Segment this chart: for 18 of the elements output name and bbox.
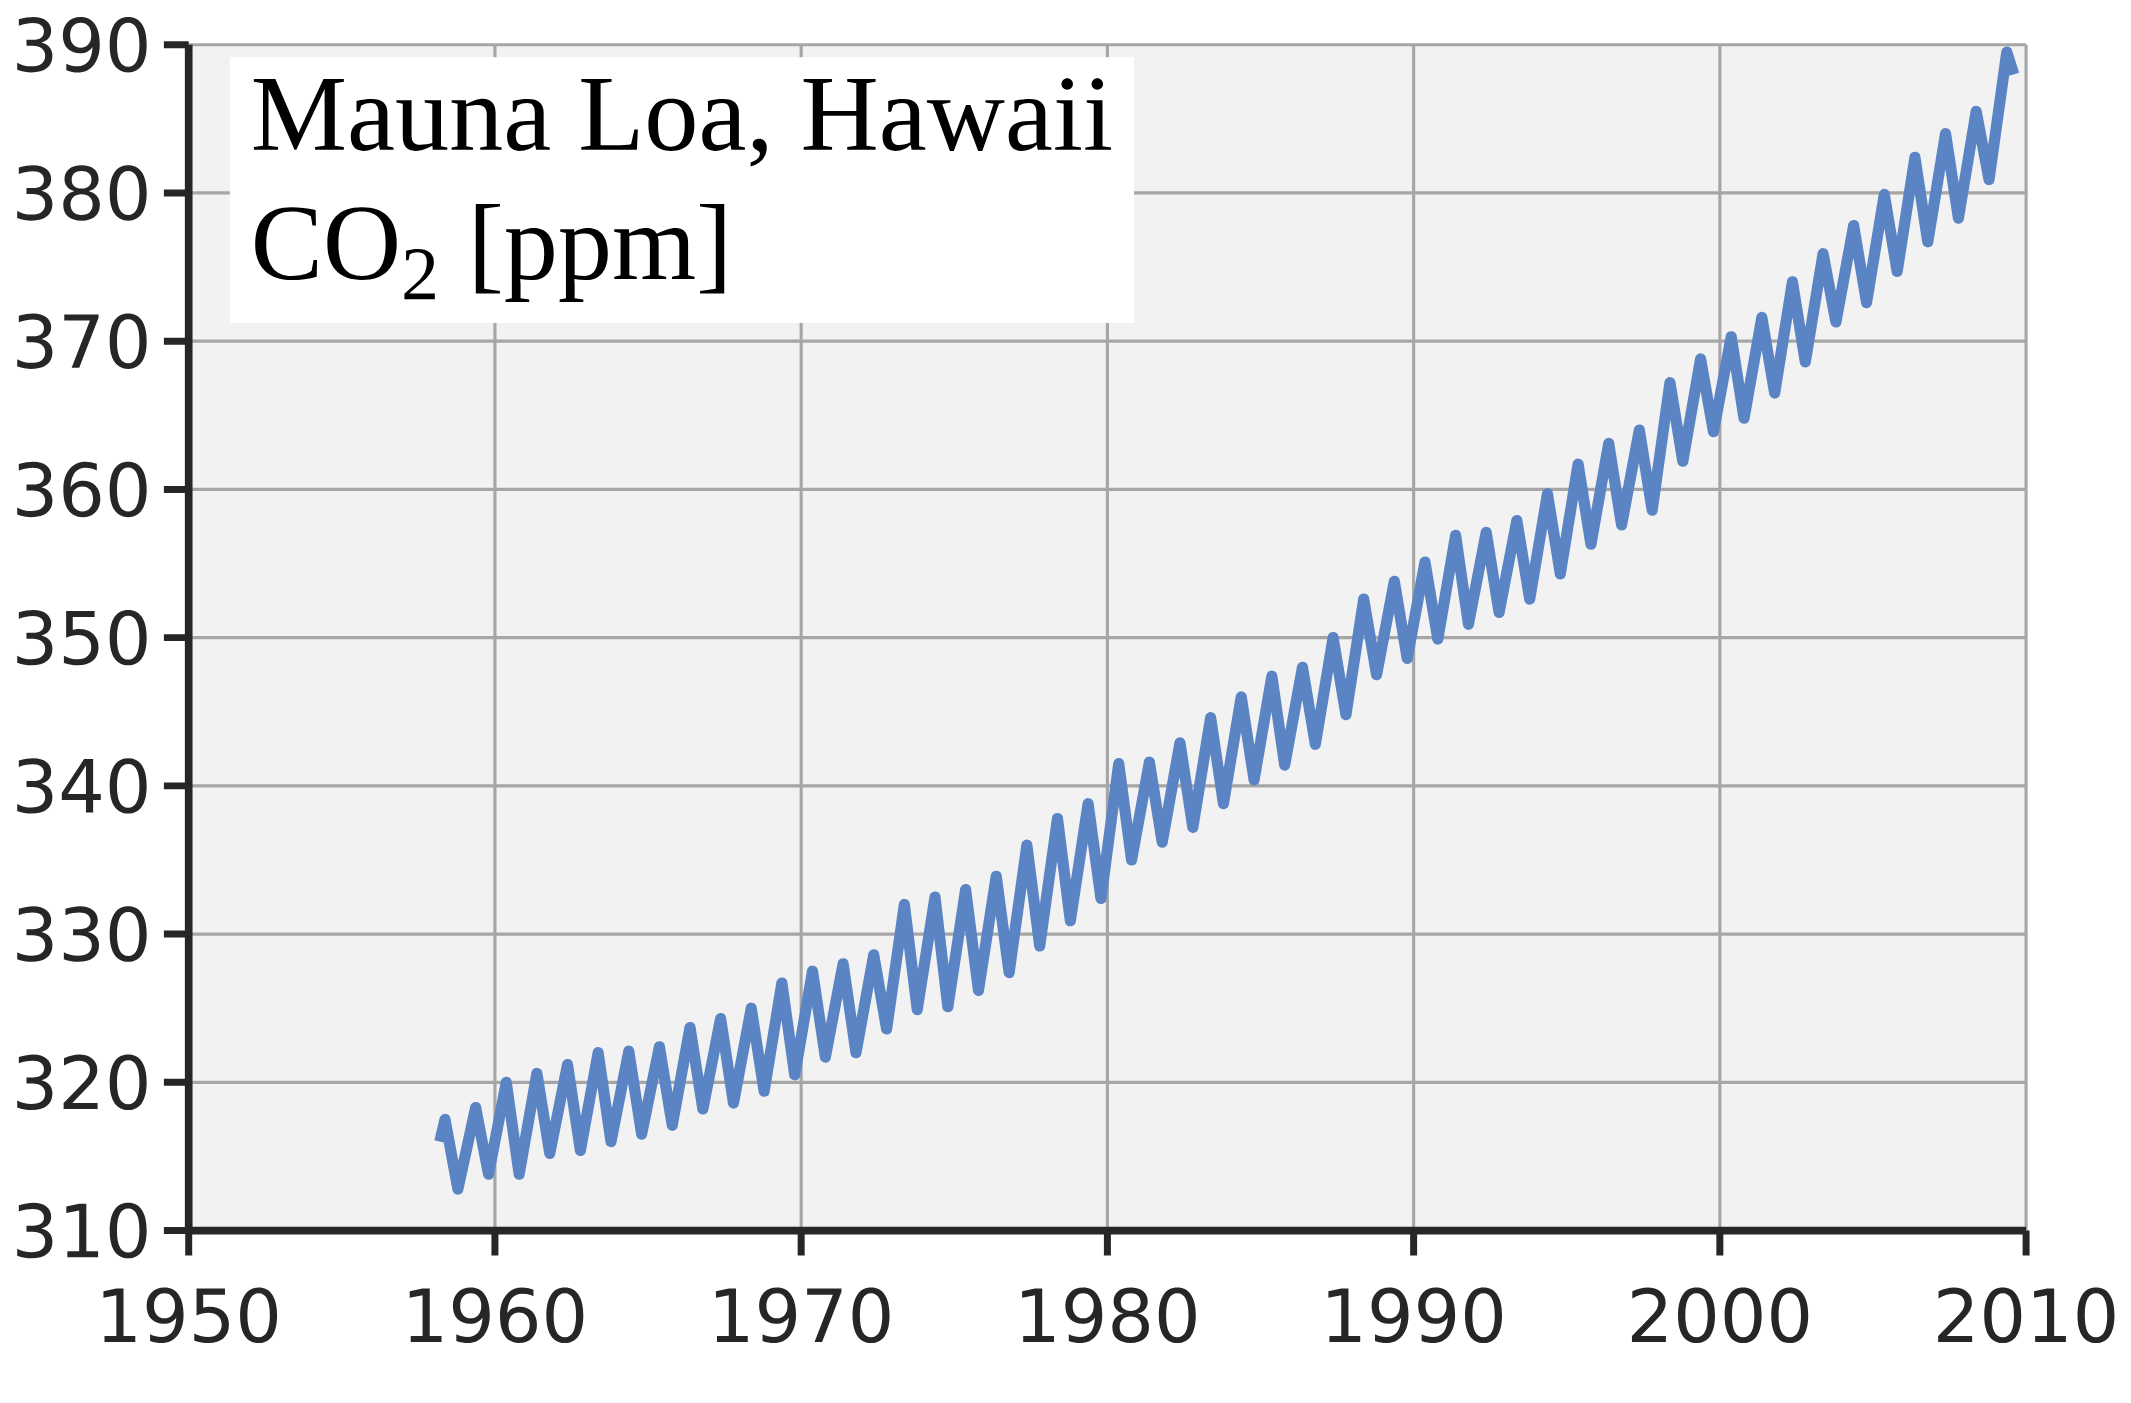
y-tick-label: 370: [17, 313, 147, 369]
y-tick-label: 360: [17, 461, 147, 517]
chart-title: Mauna Loa, Hawaii: [253, 78, 1112, 167]
y-tick-label: 340: [17, 757, 147, 814]
x-tick-label: 2000: [1631, 1287, 1809, 1343]
text: CO$_{2}$ [ppm]: [255, 203, 725, 302]
x-tick-label: 1960: [409, 1287, 584, 1343]
y-tick-label: 310: [17, 1202, 147, 1259]
y-tick-label: 380: [17, 165, 147, 221]
x-tick-label: 1950: [103, 1287, 278, 1343]
x-tick-label: 1980: [1022, 1287, 1196, 1343]
y-tick-label: 320: [17, 1054, 147, 1110]
x-tick-label: 2010: [1938, 1287, 2115, 1343]
x-tick-label: 1970: [715, 1287, 890, 1343]
y-tick-label: 390: [17, 16, 147, 73]
y-tick-label: 330: [17, 906, 147, 962]
y-tick-label: 350: [17, 609, 147, 666]
x-tick-label: 1990: [1328, 1287, 1502, 1343]
